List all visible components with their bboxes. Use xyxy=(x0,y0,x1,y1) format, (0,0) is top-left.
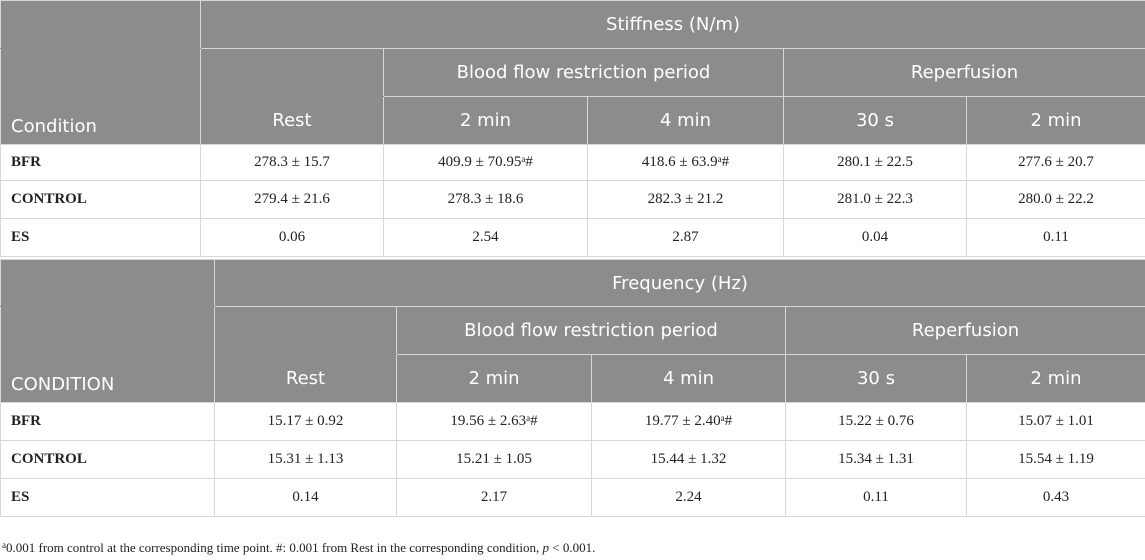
row-label: CONTROL xyxy=(0,440,215,479)
data-cell: 2.87 xyxy=(587,218,784,257)
column-header: 30 s xyxy=(783,96,967,145)
data-cell: 15.44 ± 1.32 xyxy=(591,440,786,479)
condition-header: Condition xyxy=(0,48,201,145)
column-header: 2 min xyxy=(396,354,592,403)
measure-header: Frequency (Hz) xyxy=(213,259,1145,307)
row-label: ES xyxy=(0,218,201,257)
blank-group-cell xyxy=(200,48,384,97)
data-cell: 15.21 ± 1.05 xyxy=(396,440,592,479)
stiffness-table: Stiffness (N/m) Condition Blood flow res… xyxy=(0,0,1145,257)
group-header-bfr-period: Blood flow restriction period xyxy=(396,306,786,355)
data-cell: 15.07 ± 1.01 xyxy=(965,402,1145,441)
data-cell: 19.77 ± 2.40a# xyxy=(591,402,786,441)
data-cell: 0.11 xyxy=(785,478,967,517)
condition-header: CONDITION xyxy=(0,306,215,403)
data-cell: 282.3 ± 21.2 xyxy=(587,180,784,219)
data-cell: 15.34 ± 1.31 xyxy=(785,440,967,479)
row-label: BFR xyxy=(0,402,215,441)
data-cell: 409.9 ± 70.95a# xyxy=(383,144,588,181)
table-footnote: a0.001 from control at the corresponding… xyxy=(2,540,596,555)
table-row: CONTROL 279.4 ± 21.6 278.3 ± 18.6 282.3 … xyxy=(0,180,1145,219)
data-cell: 0.11 xyxy=(965,218,1145,257)
row-label: CONTROL xyxy=(0,180,201,219)
row-label: ES xyxy=(0,478,215,517)
data-cell: 0.06 xyxy=(200,218,384,257)
table-row: CONTROL 15.31 ± 1.13 15.21 ± 1.05 15.44 … xyxy=(0,440,1145,479)
data-cell: 279.4 ± 21.6 xyxy=(200,180,384,219)
data-cell: 278.3 ± 15.7 xyxy=(200,144,384,181)
group-header-reperfusion: Reperfusion xyxy=(782,48,1145,97)
measure-header: Stiffness (N/m) xyxy=(199,0,1145,49)
column-header: 2 min xyxy=(965,96,1145,145)
data-cell: 280.0 ± 22.2 xyxy=(965,180,1145,219)
data-cell: 280.1 ± 22.5 xyxy=(783,144,967,181)
column-header: 4 min xyxy=(587,96,784,145)
column-header: 2 min xyxy=(383,96,588,145)
data-cell: 277.6 ± 20.7 xyxy=(965,144,1145,181)
table-row: ES 0.06 2.54 2.87 0.04 0.11 xyxy=(0,218,1145,257)
data-cell: 0.04 xyxy=(783,218,967,257)
row-label: BFR xyxy=(0,144,201,181)
column-header: 30 s xyxy=(785,354,967,403)
data-cell: 278.3 ± 18.6 xyxy=(383,180,588,219)
group-header-reperfusion: Reperfusion xyxy=(784,306,1145,355)
data-cell: 0.43 xyxy=(965,478,1145,517)
table-row: BFR 278.3 ± 15.7 409.9 ± 70.95a# 418.6 ±… xyxy=(0,144,1145,181)
frequency-table: Frequency (Hz) CONDITION Blood flow rest… xyxy=(0,259,1145,517)
group-header-bfr-period: Blood flow restriction period xyxy=(383,48,784,97)
table-row: BFR 15.17 ± 0.92 19.56 ± 2.63a# 19.77 ± … xyxy=(0,402,1145,441)
data-cell: 2.54 xyxy=(383,218,588,257)
data-cell: 0.14 xyxy=(214,478,397,517)
data-cell: 15.54 ± 1.19 xyxy=(965,440,1145,479)
corner-cell xyxy=(0,0,201,49)
data-cell: 2.17 xyxy=(396,478,592,517)
data-cell: 15.17 ± 0.92 xyxy=(214,402,397,441)
data-cell: 418.6 ± 63.9a# xyxy=(587,144,784,181)
data-cell: 19.56 ± 2.63a# xyxy=(396,402,592,441)
blank-group-cell xyxy=(214,306,397,355)
data-cell: 2.24 xyxy=(591,478,786,517)
data-cell: 281.0 ± 22.3 xyxy=(783,180,967,219)
data-cell: 15.31 ± 1.13 xyxy=(214,440,397,479)
column-header: Rest xyxy=(200,96,384,145)
column-header: Rest xyxy=(214,354,397,403)
corner-cell xyxy=(0,259,215,307)
column-header: 2 min xyxy=(965,354,1145,403)
table-row: ES 0.14 2.17 2.24 0.11 0.43 xyxy=(0,478,1145,517)
column-header: 4 min xyxy=(591,354,786,403)
data-cell: 15.22 ± 0.76 xyxy=(785,402,967,441)
